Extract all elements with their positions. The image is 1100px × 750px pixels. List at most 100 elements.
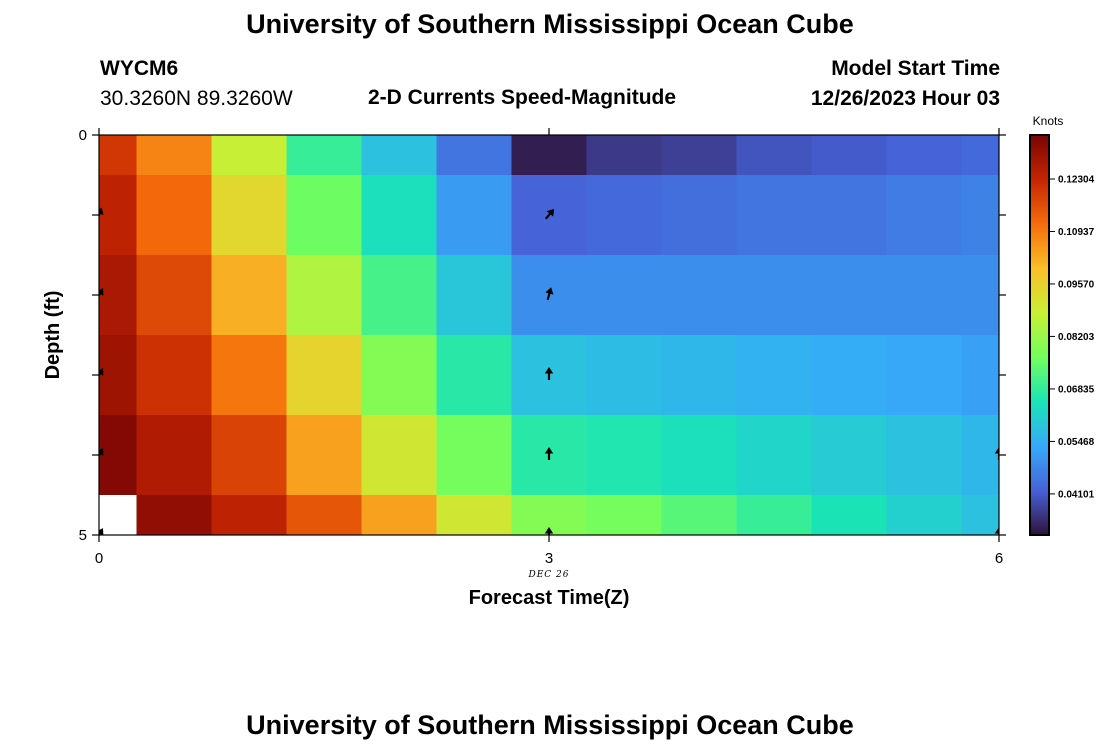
heatmap-cell — [736, 255, 813, 336]
heatmap-cell — [661, 415, 738, 496]
current-arrow — [544, 527, 554, 535]
heatmap-cell — [136, 175, 213, 256]
heatmap-cell — [886, 415, 963, 496]
heatmap-cell — [586, 415, 663, 496]
heatmap-cell — [361, 135, 438, 176]
heatmap-cell — [211, 415, 288, 496]
heatmap-cell — [586, 255, 663, 336]
model-start-value: 12/26/2023 Hour 03 — [810, 87, 1000, 110]
colorbar: Knots 0.04101 0.05468 0.06835 0.08203 0.0957… — [1029, 114, 1095, 536]
heatmap-cell — [886, 495, 963, 535]
heatmap-cell — [961, 255, 999, 336]
heatmap-cell — [886, 335, 963, 416]
heatmap-cell — [811, 415, 888, 496]
current-arrow — [99, 368, 104, 380]
x-axis: 0 3 6 — [95, 128, 1003, 567]
heatmap-cell — [961, 135, 999, 176]
y-tick-label: 0 — [79, 127, 87, 144]
current-arrow — [544, 367, 554, 380]
heatmap-cell — [136, 415, 213, 496]
current-arrows — [99, 207, 999, 535]
heatmap-cell — [961, 335, 999, 416]
x-tick-label: 3 — [545, 550, 553, 567]
current-arrow — [544, 447, 554, 460]
heatmap-cell — [99, 255, 138, 336]
heatmap-cell — [286, 255, 363, 336]
heatmap-cell — [136, 255, 213, 336]
station-id: WYCM6 — [100, 57, 179, 80]
heatmap-cell — [811, 335, 888, 416]
x-tick-label: 6 — [995, 550, 1003, 567]
heatmap-cell — [286, 175, 363, 256]
heatmap-cell — [211, 175, 288, 256]
heatmap-cell — [286, 415, 363, 496]
current-arrow — [544, 208, 555, 220]
heatmap-cells — [99, 135, 999, 535]
heatmap-cell — [736, 335, 813, 416]
heatmap-cell — [286, 335, 363, 416]
colorbar-tick-label: 0.10937 — [1058, 227, 1095, 238]
heatmap-cell — [736, 495, 813, 535]
heatmap-cell — [136, 135, 213, 176]
chart-subtitle: 2-D Currents Speed-Magnitude — [368, 86, 677, 109]
heatmap-cell — [361, 175, 438, 256]
chart-title: University of Southern Mississippi Ocean… — [246, 9, 854, 39]
heatmap-cell — [436, 135, 513, 176]
heatmap-cell — [661, 255, 738, 336]
heatmap-cell — [361, 415, 438, 496]
heatmap-cell — [211, 335, 288, 416]
heatmap-cell — [886, 175, 963, 256]
colorbar-tick-label: 0.06835 — [1058, 384, 1095, 395]
colorbar-tick-label: 0.05468 — [1058, 437, 1095, 448]
colorbar-scale — [1029, 134, 1050, 536]
current-arrow — [99, 528, 104, 535]
heatmap-cell — [361, 255, 438, 336]
heatmap-cell — [99, 175, 138, 256]
y-axis-title: Depth (ft) — [42, 291, 64, 380]
heatmap-cell — [961, 175, 999, 256]
current-arrow — [99, 288, 104, 300]
heatmap-cell — [136, 335, 213, 416]
heatmap-cell — [436, 415, 513, 496]
heatmap-cell — [886, 135, 963, 176]
heatmap-cell — [211, 255, 288, 336]
heatmap-cell — [99, 415, 138, 496]
heatmap-cell — [436, 495, 513, 535]
colorbar-unit: Knots — [1033, 114, 1064, 128]
heatmap-cell — [436, 255, 513, 336]
y-tick-label: 5 — [79, 527, 87, 544]
station-coordinates: 30.3260N 89.3260W — [100, 87, 293, 110]
heatmap-cell — [511, 135, 588, 176]
heatmap-cell — [886, 255, 963, 336]
heatmap-cell — [99, 495, 138, 535]
heatmap-cell — [661, 135, 738, 176]
x-date-label: DEC 26 — [528, 570, 570, 580]
heatmap-cell — [286, 135, 363, 176]
current-arrow — [545, 287, 554, 301]
heatmap-cell — [736, 415, 813, 496]
colorbar-tick-label: 0.09570 — [1058, 279, 1095, 290]
heatmap-cell — [99, 135, 138, 176]
footer-title: University of Southern Mississippi Ocean… — [246, 710, 854, 740]
heatmap-cell — [436, 335, 513, 416]
colorbar-tick-label: 0.04101 — [1058, 489, 1095, 500]
heatmap-cell — [436, 175, 513, 256]
x-axis-title: Forecast Time(Z) — [469, 587, 630, 609]
heatmap-cell — [136, 495, 213, 535]
heatmap-cell — [661, 495, 738, 535]
heatmap-cell — [211, 495, 288, 535]
heatmap-cell — [661, 335, 738, 416]
heatmap-cell — [586, 495, 663, 535]
heatmap-cell — [961, 415, 999, 496]
model-start-label: Model Start Time — [831, 57, 1000, 80]
heatmap-cell — [811, 255, 888, 336]
heatmap-cell — [586, 175, 663, 256]
heatmap-cell — [736, 175, 813, 256]
heatmap-cell — [811, 495, 888, 535]
heatmap-cell — [961, 495, 999, 535]
heatmap-cell — [211, 135, 288, 176]
colorbar-tick-label: 0.08203 — [1058, 332, 1095, 343]
heatmap-cell — [811, 175, 888, 256]
heatmap-cell — [361, 335, 438, 416]
y-axis: 05 — [79, 127, 1006, 544]
